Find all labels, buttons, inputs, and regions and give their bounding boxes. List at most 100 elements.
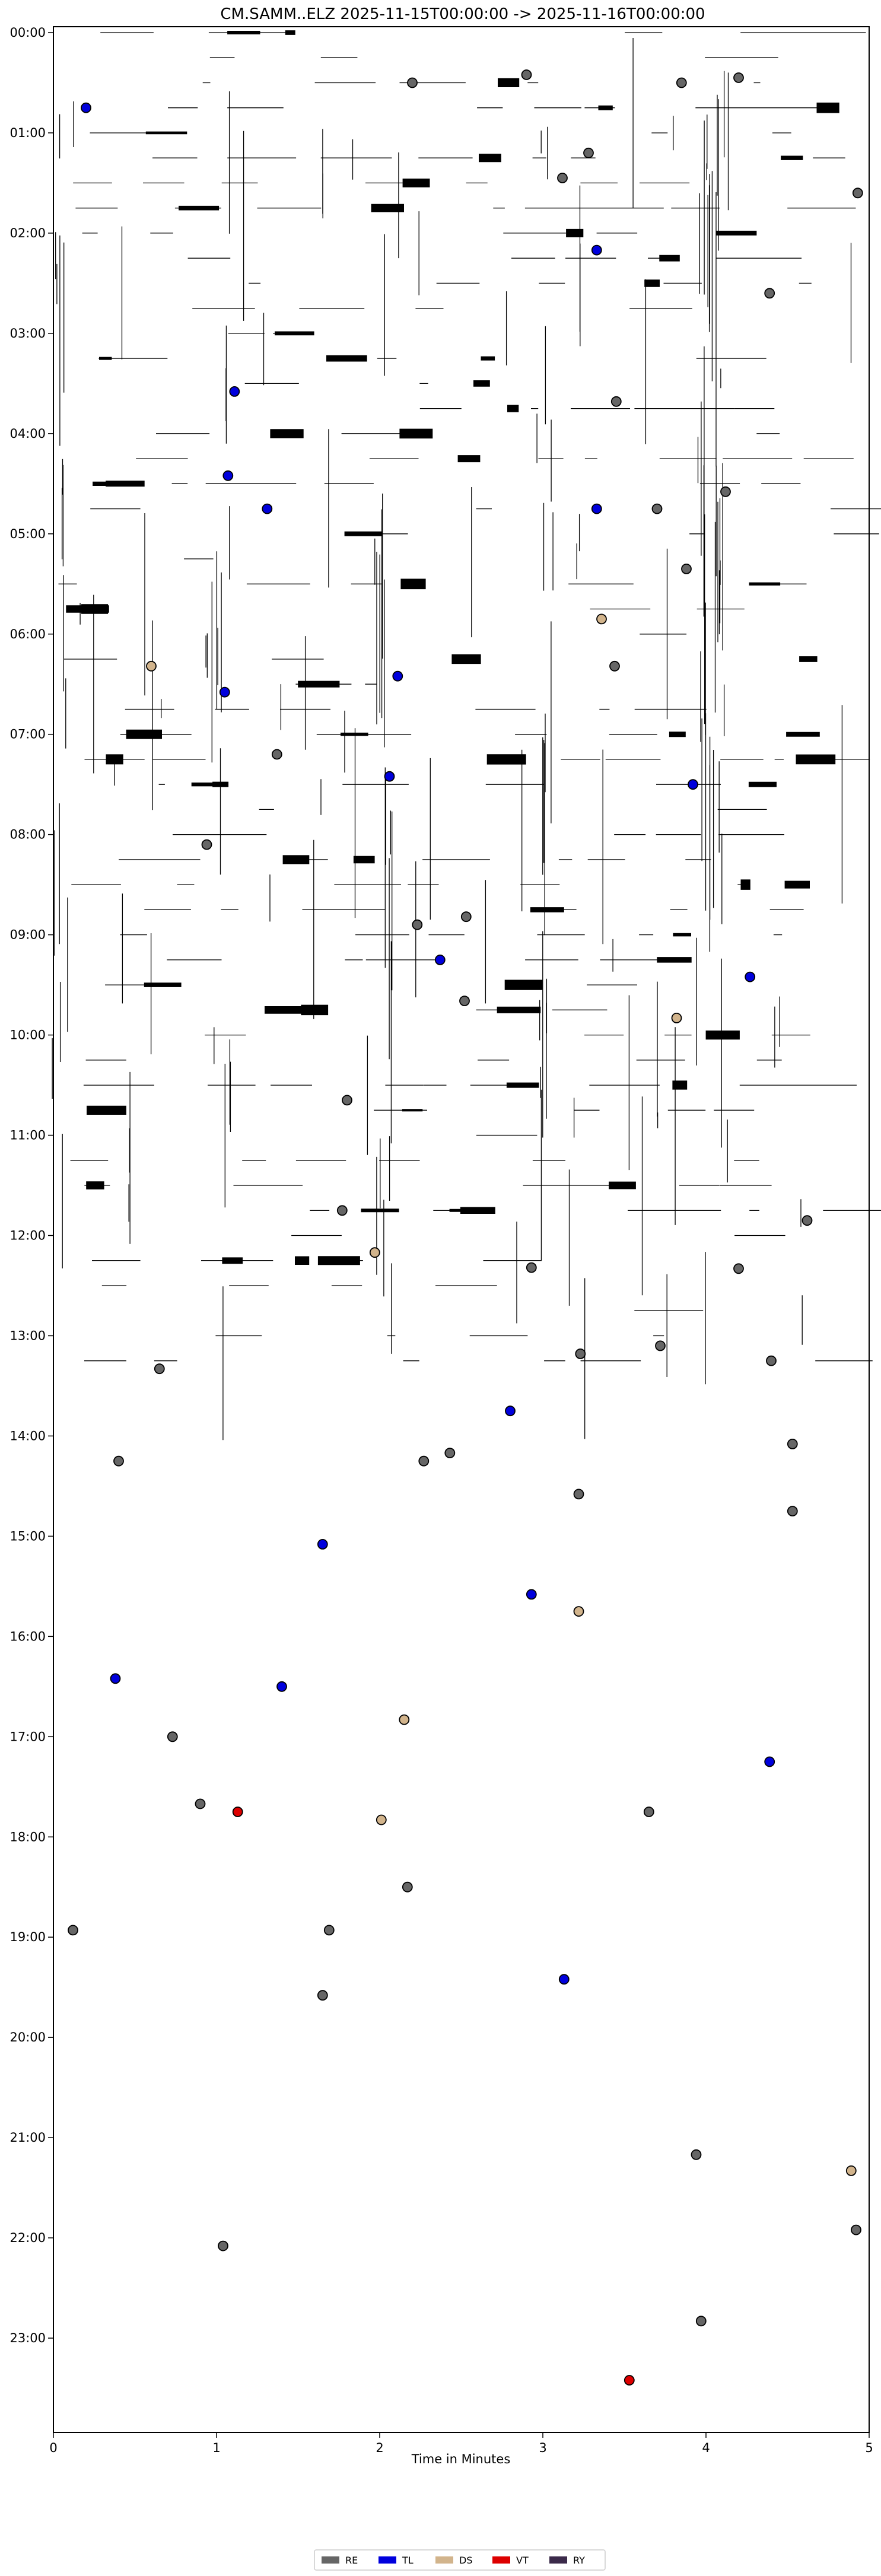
event-marker-re bbox=[691, 2149, 702, 2160]
event-marker-re bbox=[655, 1340, 666, 1351]
event-marker-tl bbox=[745, 971, 756, 982]
event-marker-re bbox=[317, 1990, 328, 2001]
event-marker-tl bbox=[276, 1681, 287, 1692]
y-tick-label: 03:00 bbox=[9, 326, 46, 341]
event-marker-ds bbox=[596, 613, 607, 625]
event-marker-vt bbox=[624, 2375, 635, 2386]
event-marker-re bbox=[676, 77, 687, 88]
event-marker-re bbox=[521, 69, 532, 80]
event-marker-re bbox=[460, 911, 472, 923]
event-marker-ds bbox=[369, 1247, 380, 1258]
event-marker-re bbox=[787, 1506, 798, 1517]
event-marker-re bbox=[402, 1881, 413, 1893]
event-marker-re bbox=[68, 1925, 78, 1936]
event-marker-re bbox=[407, 77, 418, 88]
y-tick-label: 17:00 bbox=[9, 1729, 46, 1744]
event-marker-tl bbox=[688, 779, 698, 790]
event-marker-re bbox=[418, 1455, 430, 1467]
x-axis: 0 1 2 3 4 5 bbox=[49, 2432, 873, 2455]
y-tick-label: 06:00 bbox=[9, 627, 46, 641]
event-marker-re bbox=[852, 187, 863, 199]
x-tick-label: 3 bbox=[539, 2441, 546, 2455]
y-tick-label: 09:00 bbox=[9, 928, 46, 942]
event-marker-re bbox=[681, 564, 692, 574]
event-marker-re bbox=[167, 1731, 178, 1742]
y-tick-label: 20:00 bbox=[9, 2030, 46, 2044]
event-marker-tl bbox=[392, 670, 403, 682]
event-marker-re bbox=[651, 503, 663, 514]
event-marker-tl bbox=[229, 386, 240, 397]
y-tick-label: 07:00 bbox=[9, 727, 46, 742]
event-marker-re bbox=[573, 1489, 584, 1500]
event-marker-tl bbox=[262, 503, 273, 514]
event-marker-ds bbox=[376, 1814, 387, 1826]
y-tick-label: 18:00 bbox=[9, 1830, 46, 1844]
legend: RE TL DS VT RY bbox=[314, 2549, 606, 2571]
event-marker-re bbox=[412, 919, 423, 930]
event-marker-re bbox=[154, 1363, 165, 1375]
event-marker-tl bbox=[558, 1974, 570, 1985]
event-marker-re bbox=[459, 996, 470, 1006]
event-marker-re bbox=[695, 2316, 707, 2327]
y-tick-label: 14:00 bbox=[9, 1429, 46, 1443]
event-marker-re bbox=[764, 288, 775, 299]
event-marker-re bbox=[851, 2224, 861, 2235]
legend-swatch-vt bbox=[492, 2556, 510, 2564]
legend-swatch-ry bbox=[549, 2556, 567, 2564]
event-marker-re bbox=[583, 147, 594, 158]
y-tick-label: 08:00 bbox=[9, 828, 46, 842]
y-tick-label: 19:00 bbox=[9, 1930, 46, 1944]
event-marker-tl bbox=[384, 771, 395, 782]
event-marker-re bbox=[733, 1263, 744, 1274]
event-marker-re bbox=[802, 1215, 813, 1226]
y-tick-label: 21:00 bbox=[9, 2130, 46, 2145]
event-marker-tl bbox=[219, 686, 230, 698]
y-tick-label: 12:00 bbox=[9, 1229, 46, 1243]
x-tick-label: 4 bbox=[702, 2441, 710, 2455]
event-marker-re bbox=[643, 1807, 654, 1817]
event-marker-re bbox=[323, 1925, 335, 1936]
event-marker-re bbox=[766, 1355, 777, 1366]
event-marker-tl bbox=[591, 503, 602, 514]
y-tick-label: 13:00 bbox=[9, 1328, 46, 1343]
y-tick-label: 01:00 bbox=[9, 126, 46, 140]
chart-title: CM.SAMM..ELZ 2025-11-15T00:00:00 -> 2025… bbox=[220, 5, 705, 23]
event-marker-re bbox=[336, 1205, 348, 1216]
legend-swatch-re bbox=[322, 2556, 339, 2564]
plot-frame bbox=[53, 26, 870, 2433]
legend-swatch-ds bbox=[435, 2556, 453, 2564]
event-marker-vt bbox=[232, 1807, 243, 1817]
legend-label-tl: TL bbox=[402, 2555, 414, 2566]
y-tick-label: 11:00 bbox=[9, 1128, 46, 1143]
event-marker-tl bbox=[110, 1673, 121, 1684]
event-marker-re bbox=[271, 749, 282, 760]
event-marker-ds bbox=[399, 1714, 410, 1725]
legend-swatch-tl bbox=[379, 2556, 396, 2564]
y-tick-label: 23:00 bbox=[9, 2331, 46, 2345]
event-marker-tl bbox=[317, 1538, 328, 1550]
event-marker-re bbox=[733, 72, 744, 83]
x-tick-label: 1 bbox=[212, 2441, 220, 2455]
event-marker-re bbox=[218, 2240, 228, 2251]
event-marker-re bbox=[113, 1455, 124, 1467]
event-marker-re bbox=[720, 486, 731, 497]
event-marker-re bbox=[195, 1798, 206, 1809]
legend-frame bbox=[314, 2549, 606, 2571]
event-marker-re bbox=[444, 1448, 456, 1459]
x-tick-label: 0 bbox=[49, 2441, 57, 2455]
legend-label-ry: RY bbox=[573, 2555, 585, 2566]
legend-label-ds: DS bbox=[459, 2555, 472, 2566]
x-tick-label: 5 bbox=[865, 2441, 873, 2455]
y-tick-label: 22:00 bbox=[9, 2231, 46, 2245]
event-marker-re bbox=[342, 1095, 352, 1106]
event-marker-ds bbox=[146, 660, 157, 672]
y-tick-label: 05:00 bbox=[9, 527, 46, 541]
event-marker-ds bbox=[671, 1013, 682, 1023]
y-tick-label: 10:00 bbox=[9, 1028, 46, 1042]
waveform-trace bbox=[52, 32, 881, 1440]
event-markers bbox=[68, 69, 863, 2386]
event-marker-re bbox=[526, 1262, 537, 1273]
event-marker-tl bbox=[764, 1756, 775, 1767]
x-axis-label: Time in Minutes bbox=[411, 2452, 511, 2466]
